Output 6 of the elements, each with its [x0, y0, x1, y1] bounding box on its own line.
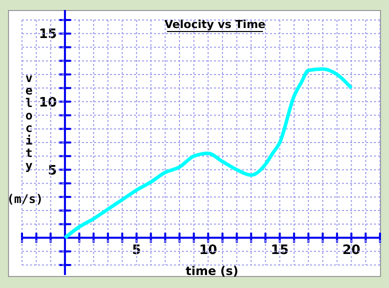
- line-series: [63, 67, 354, 240]
- x-tick-label: 10: [199, 243, 218, 258]
- chart-title: Velocity vs Time: [164, 18, 266, 31]
- x-tick-label: 20: [342, 243, 360, 258]
- x-tick-label: 15: [270, 243, 289, 258]
- x-axis-title: time (s): [186, 264, 238, 278]
